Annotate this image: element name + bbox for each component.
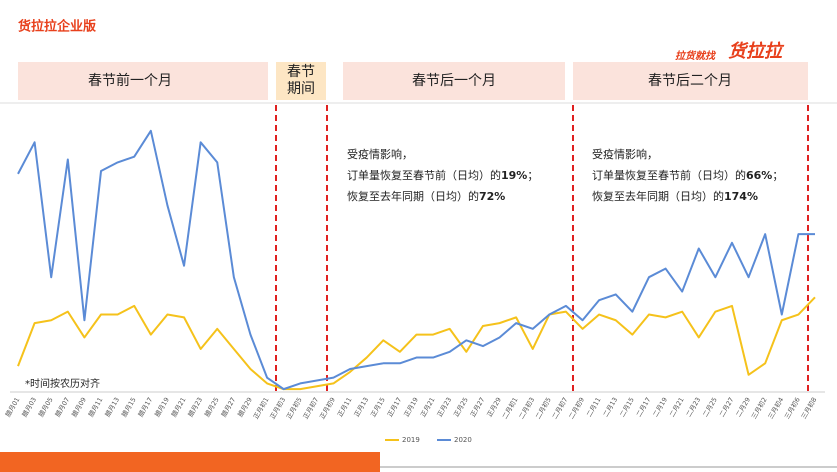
section-box — [276, 62, 326, 100]
annotation-part: 66% — [746, 169, 772, 182]
annotation-part: 恢复至去年同期（日均）的 — [347, 189, 479, 203]
x-tick-label: 腊月15 — [120, 396, 138, 418]
x-tick-label: 二月25 — [701, 396, 719, 418]
footer-line — [380, 466, 837, 468]
annotation: 订单量恢复至春节前（日均）的66%； — [592, 168, 783, 182]
section-box — [343, 62, 565, 100]
x-tick-label: 腊月23 — [187, 396, 205, 418]
x-tick-label: 正月初9 — [317, 396, 337, 421]
annotation-part: ； — [527, 169, 538, 182]
series-line — [17, 129, 815, 391]
x-tick-label: 正月25 — [452, 396, 470, 418]
logo-big: 货拉拉 — [728, 41, 785, 62]
annotation: 订单量恢复至春节前（日均）的19%； — [347, 168, 538, 182]
x-tick-label: 正月13 — [353, 396, 371, 418]
x-tick-label: 腊月27 — [220, 396, 238, 418]
x-tick-label: 腊月11 — [87, 396, 105, 418]
section-box — [18, 62, 268, 100]
x-tick-label: 二月21 — [668, 396, 686, 418]
x-tick-label: 正月17 — [386, 396, 404, 418]
x-tick-label: 腊月25 — [203, 396, 221, 418]
section-label: 春节后一个月 — [412, 73, 496, 89]
dividers — [275, 105, 809, 392]
x-tick-label: 腊月01 — [4, 396, 22, 418]
x-tick-label: 腊月05 — [37, 396, 55, 418]
annotation: 恢复至去年同期（日均）的72% — [347, 189, 505, 203]
x-tick-label: 二月11 — [585, 396, 603, 418]
footer-bar — [0, 452, 380, 472]
x-tick-label: 二月15 — [618, 396, 636, 418]
slide-title: 货拉拉企业版 — [18, 19, 96, 35]
x-tick-label: 二月29 — [734, 396, 752, 418]
x-tick-label: 腊月09 — [70, 396, 88, 418]
annotation-part: 恢复至去年同期（日均）的 — [592, 189, 724, 203]
legend-label: 2020 — [454, 436, 472, 444]
x-tick-label: 正月19 — [402, 396, 420, 418]
x-tick-label: 腊月17 — [137, 396, 155, 418]
x-tick-label: 正月29 — [485, 396, 503, 418]
annotation: 受疫情影响， — [347, 147, 413, 161]
x-tick-label: 二月27 — [718, 396, 736, 418]
annotation-part: 72% — [479, 190, 505, 203]
logo-small: 拉货就找 — [675, 50, 717, 62]
section-label: 春节后二个月 — [648, 73, 732, 89]
x-tick-label: 腊月21 — [170, 396, 188, 418]
x-tick-label: 二月19 — [651, 396, 669, 418]
x-tick-label: 腊月19 — [153, 396, 171, 418]
annotation: 恢复至去年同期（日均）的174% — [592, 189, 758, 203]
annotation-part: 174% — [724, 190, 758, 203]
x-tick-label: 二月初9 — [566, 396, 586, 421]
x-tick-label: 腊月07 — [54, 396, 72, 418]
x-tick-label: 腊月29 — [236, 396, 254, 418]
x-tick-label: 腊月13 — [104, 396, 122, 418]
annotation-part: 19% — [501, 169, 527, 182]
x-tick-label: 正月11 — [336, 396, 354, 418]
x-tick-label: 二月17 — [635, 396, 653, 418]
series-line — [17, 296, 816, 391]
note: *时间按农历对齐 — [25, 377, 100, 390]
section-label: 春节前一个月 — [88, 72, 172, 89]
x-tick-label: 二月13 — [602, 396, 620, 418]
annotations: 受疫情影响，订单量恢复至春节前（日均）的19%；恢复至去年同期（日均）的72%受… — [347, 147, 783, 203]
x-tick-label: 二月23 — [685, 396, 703, 418]
annotation-part: 订单量恢复至春节前（日均）的 — [592, 168, 746, 182]
x-tick-label: 三月初8 — [799, 396, 819, 421]
section-box — [573, 62, 808, 100]
x-tick-label: 正月23 — [436, 396, 454, 418]
x-tick-label: 正月21 — [419, 396, 437, 418]
section-label: 春节期间 — [287, 64, 315, 97]
legend-label: 2019 — [402, 436, 420, 444]
x-tick-label: 正月27 — [469, 396, 487, 418]
annotation-part: 订单量恢复至春节前（日均）的 — [347, 168, 501, 182]
annotation: 受疫情影响， — [592, 147, 658, 161]
x-tick-label: 腊月03 — [20, 396, 38, 418]
annotation-part: ； — [772, 169, 783, 182]
x-tick-label: 正月15 — [369, 396, 387, 418]
